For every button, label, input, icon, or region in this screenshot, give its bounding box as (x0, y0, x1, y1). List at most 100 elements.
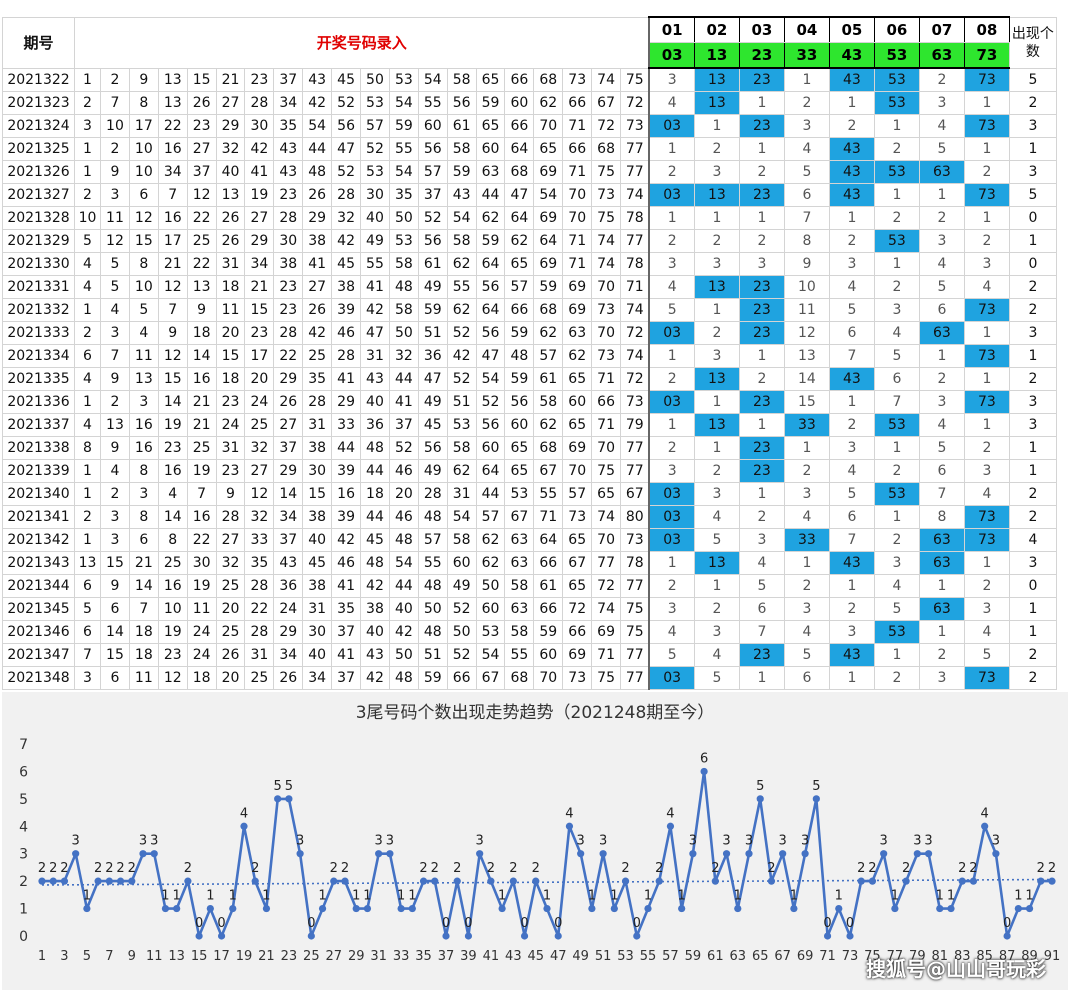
issue-cell: 2021338 (2, 436, 75, 460)
number-cell: 7 (128, 597, 159, 621)
data-label: 1 (678, 889, 686, 904)
data-label: 0 (554, 916, 562, 931)
hit-cell: 63 (918, 597, 965, 621)
number-cell: 53 (446, 413, 477, 437)
number-cell: 4 (128, 321, 159, 345)
position-cell: 7 (828, 344, 875, 368)
table-row: 2021348 3 6 11 12 18 20 25 26 34 37 42 48 59 66 67 68 70 7… (2, 666, 1057, 690)
number-cell: 60 (562, 390, 593, 414)
data-point (1048, 877, 1056, 885)
position-cell: 5 (963, 643, 1010, 667)
position-cell: 2 (693, 321, 740, 345)
hit-cell: 23 (738, 436, 785, 460)
x-tick-label: 87 (999, 949, 1016, 964)
number-cell: 45 (302, 551, 333, 575)
number-cell: 31 (215, 436, 246, 460)
position-cell: 1 (693, 206, 740, 230)
position-cell: 1 (693, 298, 740, 322)
data-label: 5 (274, 779, 282, 794)
number-cell: 58 (388, 252, 419, 276)
count-cell: 1 (1008, 459, 1057, 483)
number-cell: 57 (417, 160, 448, 184)
x-tick-label: 31 (370, 949, 387, 964)
position-cell: 1 (963, 137, 1010, 161)
number-cell: 38 (331, 275, 362, 299)
position-cell: 8 (783, 229, 830, 253)
position-cell: 3 (648, 597, 695, 621)
number-cell: 7 (100, 91, 130, 115)
data-point (891, 904, 899, 913)
number-cell: 16 (157, 574, 188, 598)
hit-cell: 03 (648, 482, 695, 506)
count-cell: 2 (1008, 298, 1057, 322)
number-cell: 55 (446, 275, 477, 299)
data-point (981, 822, 989, 830)
number-cell: 9 (186, 298, 217, 322)
position-cell: 1 (693, 114, 740, 138)
count-cell: 1 (1008, 137, 1057, 161)
number-cell: 18 (186, 321, 217, 345)
data-label: 1 (173, 889, 181, 904)
data-label: 2 (958, 861, 966, 876)
data-label: 0 (217, 916, 225, 931)
data-point (442, 932, 450, 940)
chart-title: 3尾号码个数出现走势趋势（2021248期至今） (356, 703, 715, 723)
table-row: 2021345 5 6 7 10 11 20 22 24 31 35 38 40 50 52 60 63 66 72… (2, 597, 1057, 621)
number-cell: 38 (302, 574, 333, 598)
issue-cell: 2021348 (2, 666, 75, 690)
data-label: 2 (1037, 861, 1045, 876)
trend-chart: 3尾号码个数出现走势趋势（2021248期至今） 0 1 2 3 4 5 6 7 1 3 5 7 9 11 1… (2, 692, 1068, 990)
number-cell: 37 (331, 666, 362, 690)
number-cell: 66 (504, 67, 535, 92)
data-point (745, 850, 753, 858)
number-cell: 1 (74, 528, 101, 552)
number-cell: 61 (533, 367, 564, 391)
hit-cell: 23 (738, 321, 785, 345)
number-cell: 23 (244, 321, 275, 345)
data-point (509, 877, 517, 885)
number-cell: 75 (591, 459, 622, 483)
number-cell: 64 (475, 252, 506, 276)
position-cell: 4 (963, 620, 1010, 644)
data-point (689, 850, 697, 858)
table-row: 2021336 1 2 3 14 21 23 24 26 28 29 40 41 49 51 52 56 58 60… (2, 390, 1057, 414)
position-cell: 2 (648, 160, 695, 184)
position-cell: 3 (648, 67, 695, 92)
number-cell: 56 (417, 229, 448, 253)
data-point (307, 932, 315, 940)
x-tick-label: 71 (819, 949, 836, 964)
number-cell: 22 (186, 528, 217, 552)
number-cell: 37 (273, 436, 304, 460)
number-cell: 28 (273, 206, 304, 230)
position-cell: 2 (783, 574, 830, 598)
position-cell: 5 (873, 597, 920, 621)
data-point (588, 904, 596, 913)
x-tick-label: 57 (662, 949, 679, 964)
number-cell: 9 (100, 574, 130, 598)
count-cell: 2 (1008, 367, 1057, 391)
data-point (386, 850, 394, 858)
hit-cell: 73 (963, 390, 1010, 414)
count-cell: 0 (1008, 206, 1057, 230)
data-point (722, 850, 731, 858)
number-cell: 44 (388, 574, 419, 598)
number-cell: 71 (562, 252, 593, 276)
data-point (913, 850, 921, 858)
number-cell: 23 (273, 298, 304, 322)
number-cell: 70 (591, 321, 622, 345)
x-tick-label: 53 (617, 949, 634, 964)
data-point (240, 822, 248, 830)
number-cell: 42 (302, 321, 333, 345)
data-point (868, 877, 877, 885)
hit-cell: 23 (738, 67, 785, 92)
number-cell: 60 (504, 413, 535, 437)
data-label: 5 (812, 779, 820, 794)
table-row: 2021339 1 4 8 16 19 23 27 29 30 39 44 46 49 62 64 65 67 70… (2, 459, 1057, 483)
number-cell: 20 (215, 321, 246, 345)
hit-cell: 63 (918, 160, 965, 184)
number-cell: 2 (74, 321, 101, 345)
position-cell: 5 (648, 298, 695, 322)
number-cell: 54 (446, 505, 477, 529)
number-cell: 58 (504, 620, 535, 644)
data-point (375, 850, 383, 858)
